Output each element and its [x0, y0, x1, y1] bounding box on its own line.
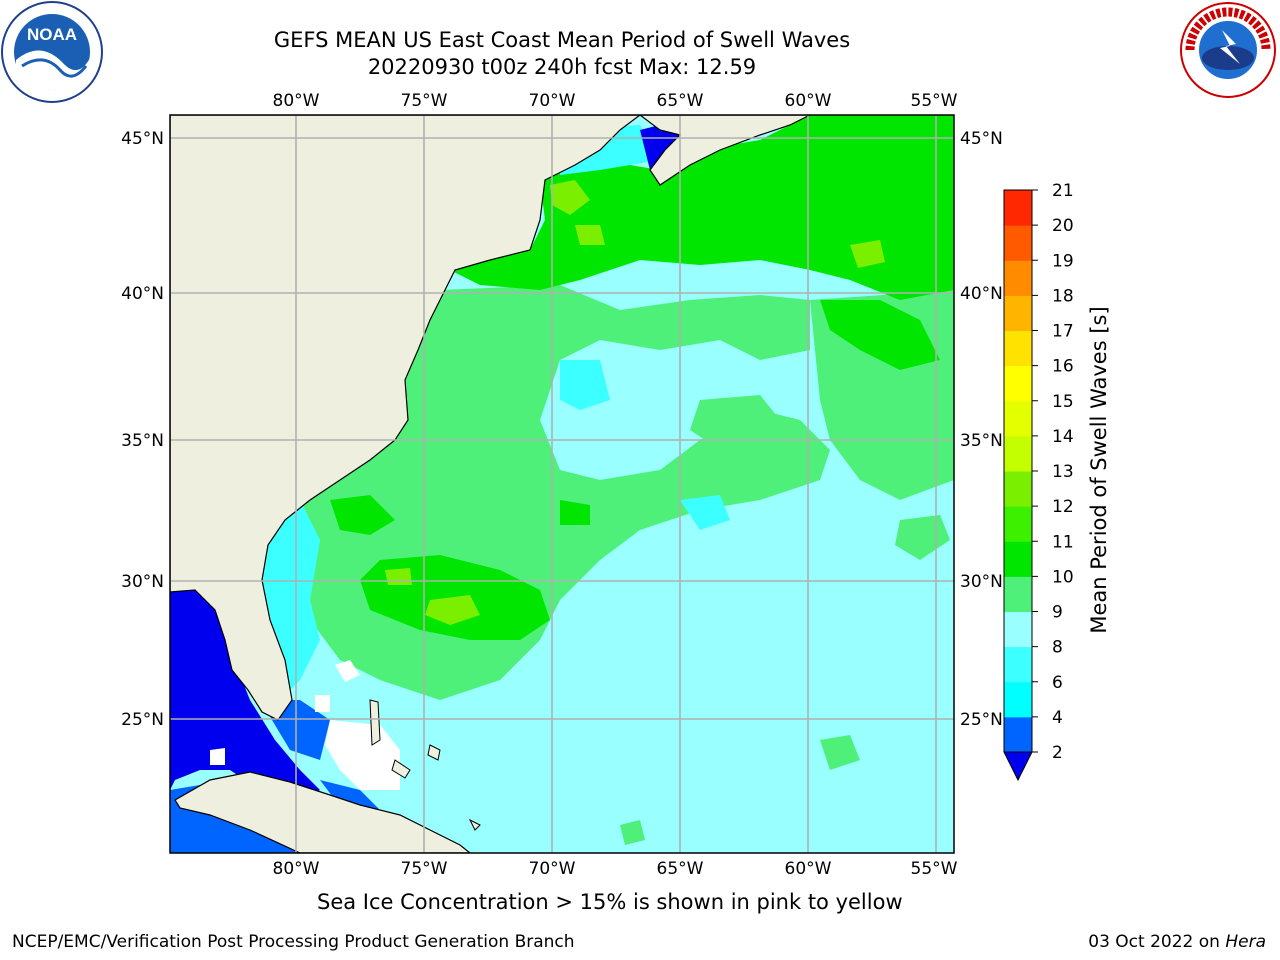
colorbar-segment [1004, 576, 1032, 613]
caption: Sea Ice Concentration > 15% is shown in … [317, 890, 903, 914]
colorbar-tick-label: 17 [1052, 322, 1074, 342]
colorbar-segment [1004, 365, 1032, 402]
lat-label-right: 35°N [960, 431, 1003, 451]
colorbar-tick-label: 8 [1052, 638, 1063, 658]
colorbar-segment [1004, 681, 1032, 718]
lon-label-top: 80°W [273, 91, 320, 111]
lat-label-left: 30°N [121, 572, 164, 592]
map-frame [169, 114, 955, 854]
nws-logo [1180, 2, 1276, 98]
footer-machine: Hera [1225, 932, 1266, 952]
title-line-2: 20220930 t00z 240h fcst Max: 12.59 [367, 55, 757, 79]
bahamas-banks [210, 660, 400, 790]
colorbar-segment [1004, 471, 1032, 507]
colorbar-segment [1004, 435, 1032, 472]
colorbar-segment [1004, 646, 1032, 683]
lon-label-top: 70°W [529, 91, 576, 111]
footer-credit: NCEP/EMC/Verification Post Processing Pr… [12, 932, 575, 952]
lon-label-bottom: 75°W [401, 859, 448, 879]
noaa-logo: NOAA [1, 1, 103, 103]
colorbar-segment [1004, 190, 1032, 226]
lat-label-right: 40°N [960, 284, 1003, 304]
land-cuba [174, 771, 471, 853]
colorbar-tick-label: 9 [1052, 603, 1063, 623]
colorbar-tick-label: 15 [1052, 392, 1074, 412]
swell-11-12 [385, 180, 885, 625]
title-line-1: GEFS MEAN US East Coast Mean Period of S… [273, 28, 851, 52]
land-bahamas [369, 699, 481, 831]
colorbar-tick-label: 18 [1052, 286, 1074, 306]
colorbar-tick-label: 11 [1052, 532, 1074, 552]
footer-date-text: 03 Oct 2022 on [1088, 932, 1226, 952]
lat-label-right: 30°N [960, 572, 1003, 592]
lon-label-bottom: 60°W [785, 859, 832, 879]
colorbar-under-arrow [1003, 751, 1033, 782]
lat-label-left: 45°N [121, 129, 164, 149]
lon-label-bottom: 80°W [273, 859, 320, 879]
lon-label-top: 55°W [911, 91, 958, 111]
footer-date: 03 Oct 2022 on Hera [1088, 932, 1266, 952]
graticule [170, 115, 954, 853]
lon-label-top: 60°W [785, 91, 832, 111]
map-field [170, 115, 954, 853]
lat-label-left: 25°N [121, 710, 164, 730]
lon-label-bottom: 65°W [657, 859, 704, 879]
noaa-logo-text: NOAA [27, 25, 77, 44]
colorbar-segment [1004, 541, 1032, 577]
colorbar-tick-label: 13 [1052, 462, 1074, 482]
colorbar-segment [1004, 611, 1032, 648]
lat-label-right: 45°N [960, 129, 1003, 149]
lat-label-left: 40°N [121, 284, 164, 304]
colorbar-segment [1004, 506, 1032, 542]
lon-label-top: 65°W [657, 91, 704, 111]
colorbar-segment [1004, 330, 1032, 367]
colorbar-tick-label: 10 [1052, 567, 1074, 587]
colorbar-tick-label: 2 [1052, 743, 1063, 763]
colorbar-label: Mean Period of Swell Waves [s] [1087, 306, 1111, 633]
lat-label-right: 25°N [960, 710, 1003, 730]
colorbar-segment [1004, 260, 1032, 296]
colorbar-tick-label: 21 [1052, 181, 1074, 201]
land-maritimes [639, 115, 811, 186]
colorbar-tick-label: 12 [1052, 497, 1074, 517]
colorbar-tick-label: 16 [1052, 357, 1074, 377]
colorbar-tick-label: 6 [1052, 673, 1063, 693]
colorbar-tick-label: 14 [1052, 427, 1074, 447]
colorbar: 2 4 6 8 9 10 11 12 13 14 15 16 17 18 19 20 21 [1003, 181, 1074, 782]
lon-label-bottom: 70°W [529, 859, 576, 879]
colorbar-segment [1004, 295, 1032, 332]
lon-label-bottom: 55°W [911, 859, 958, 879]
land-north-america [170, 115, 641, 721]
colorbar-segment [1004, 716, 1032, 753]
colorbar-tick-label: 19 [1052, 251, 1074, 271]
colorbar-segment [1004, 225, 1032, 261]
lon-label-top: 75°W [401, 91, 448, 111]
colorbar-tick-label: 20 [1052, 216, 1074, 236]
colorbar-segment [1004, 400, 1032, 437]
lat-label-left: 35°N [121, 431, 164, 451]
colorbar-tick-label: 4 [1052, 708, 1063, 728]
